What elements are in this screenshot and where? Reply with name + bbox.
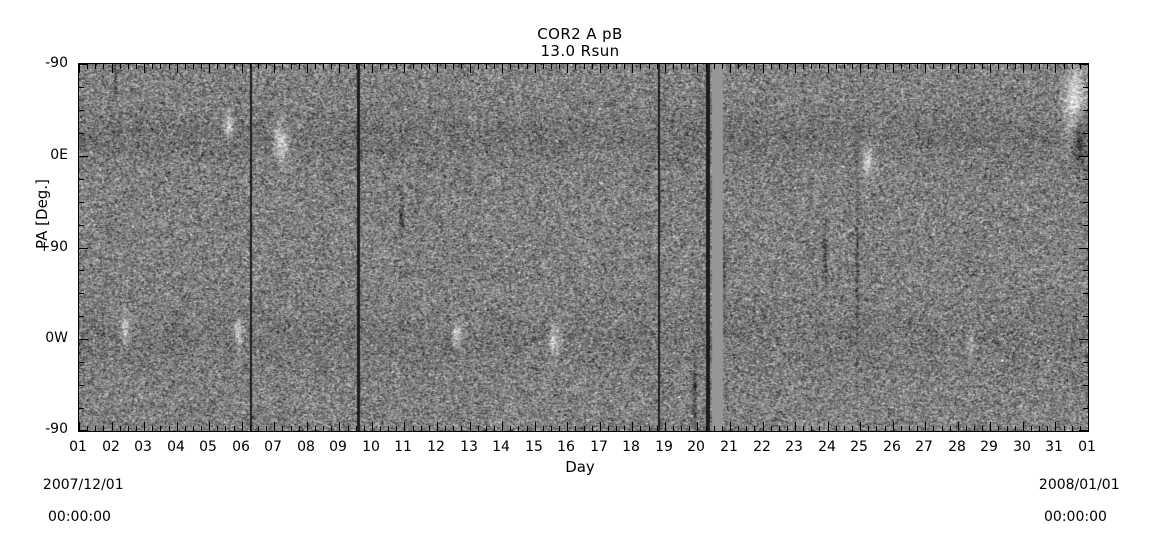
x-tick-label: 28 [948, 439, 966, 455]
x-tick-label: 24 [818, 439, 836, 455]
x-tick-label: 17 [590, 439, 608, 455]
y-tick-label: -90 [45, 421, 68, 437]
y-tick-label: 0W [45, 330, 68, 346]
title-block: COR2 A pB 13.0 Rsun [0, 26, 1160, 60]
x-tick-label: 26 [883, 439, 901, 455]
plot-frame [78, 63, 1089, 432]
x-tick-label: 03 [134, 439, 152, 455]
x-tick-label: 31 [1045, 439, 1063, 455]
x-tick-label: 12 [427, 439, 445, 455]
y-tick-label: 0E [50, 147, 68, 163]
x-tick-label: 07 [264, 439, 282, 455]
plot-subtitle: 13.0 Rsun [540, 42, 620, 60]
y-axis-title: PA [Deg.] [33, 179, 51, 249]
y-tick-label: -90 [45, 55, 68, 71]
x-tick-label: 09 [329, 439, 347, 455]
start-time-text: 00:00:00 [48, 509, 111, 525]
x-tick-label: 22 [753, 439, 771, 455]
x-tick-label: 04 [167, 439, 185, 455]
end-time-text: 00:00:00 [1044, 509, 1107, 525]
start-date-stamp: 2007/12/01 00:00:00 [34, 461, 124, 541]
x-tick-label: 21 [720, 439, 738, 455]
x-tick-label: 02 [102, 439, 120, 455]
x-tick-label: 10 [362, 439, 380, 455]
y-tick-label: +90 [38, 239, 68, 255]
jmap-heatmap-canvas [79, 64, 1088, 431]
x-tick-label: 15 [525, 439, 543, 455]
x-tick-label: 01 [69, 439, 87, 455]
x-tick-label: 25 [850, 439, 868, 455]
x-tick-label: 08 [297, 439, 315, 455]
x-tick-label: 13 [460, 439, 478, 455]
x-tick-label: 14 [492, 439, 510, 455]
x-tick-label: 23 [785, 439, 803, 455]
start-date-text: 2007/12/01 [42, 477, 124, 493]
x-tick-label: 30 [1013, 439, 1031, 455]
x-major-tick-bottom [1088, 422, 1089, 431]
page-title: COR2 A pB [537, 25, 623, 43]
end-date-text: 2008/01/01 [1038, 477, 1120, 493]
x-tick-label: 27 [915, 439, 933, 455]
x-tick-label: 20 [687, 439, 705, 455]
x-tick-label: 16 [557, 439, 575, 455]
x-major-tick-top [1088, 64, 1089, 73]
end-date-stamp: 2008/01/01 00:00:00 [1030, 461, 1120, 541]
x-tick-label: 05 [199, 439, 217, 455]
x-tick-label: 11 [394, 439, 412, 455]
x-tick-label: 29 [980, 439, 998, 455]
x-tick-label: 06 [232, 439, 250, 455]
x-tick-label: 01 [1078, 439, 1096, 455]
x-tick-label: 18 [622, 439, 640, 455]
x-tick-label: 19 [655, 439, 673, 455]
x-axis-title: Day [565, 458, 595, 476]
